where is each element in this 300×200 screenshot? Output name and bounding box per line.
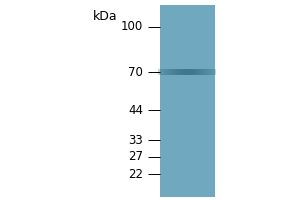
Bar: [160, 5, 215, 197]
Text: 100: 100: [121, 21, 143, 33]
Text: 33: 33: [128, 134, 143, 146]
Text: 44: 44: [128, 104, 143, 116]
Text: 70: 70: [128, 66, 143, 78]
Text: kDa: kDa: [93, 10, 118, 23]
Text: 22: 22: [128, 168, 143, 180]
Text: 27: 27: [128, 151, 143, 164]
